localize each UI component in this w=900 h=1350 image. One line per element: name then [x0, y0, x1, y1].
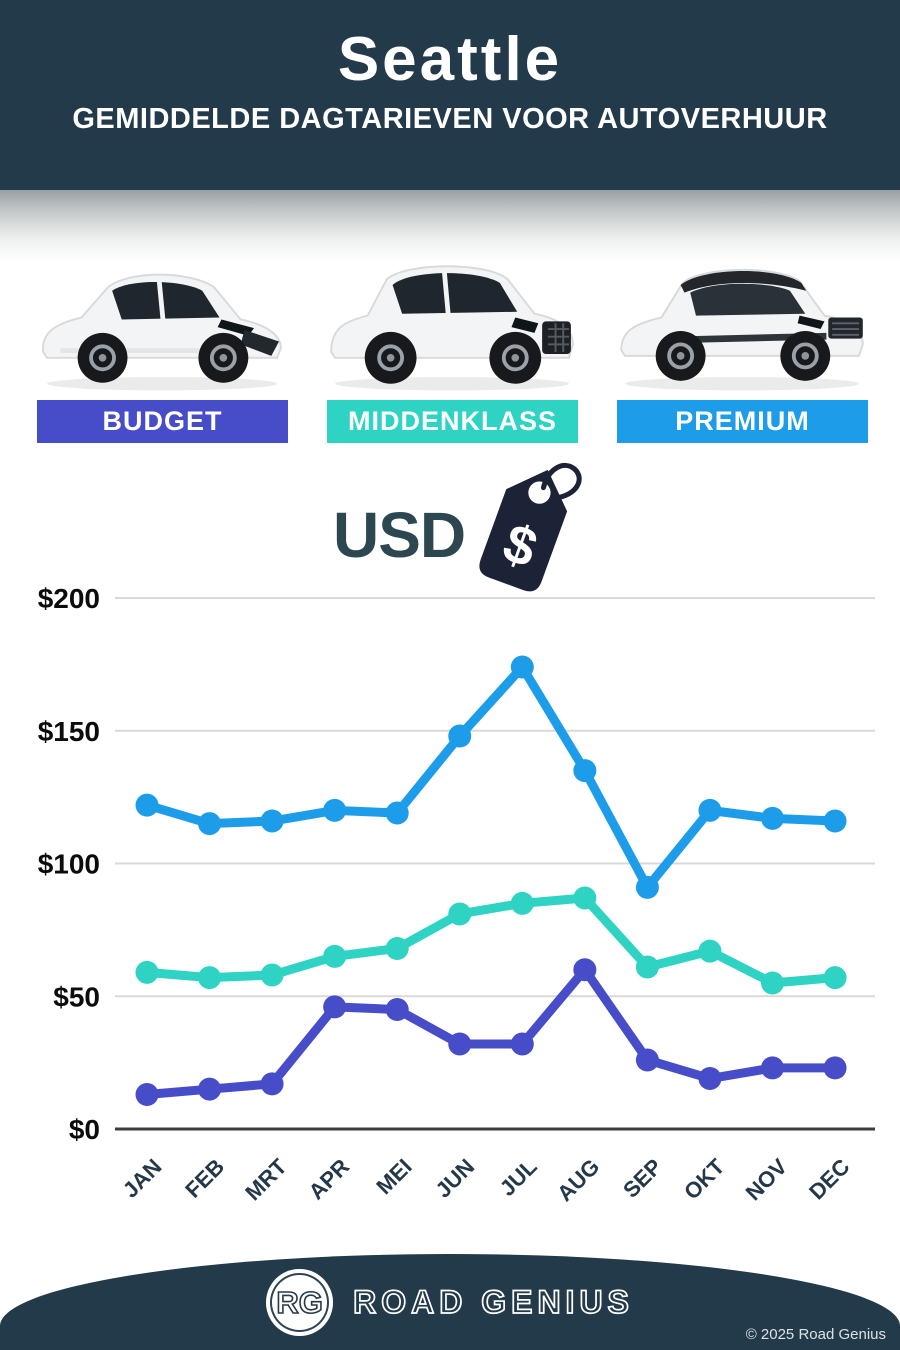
- data-point-budget: [260, 1072, 284, 1096]
- x-axis-label: MRT: [240, 1153, 292, 1205]
- x-axis-label: MEI: [371, 1154, 416, 1199]
- page-subtitle: GEMIDDELDE DAGTARIEVEN VOOR AUTOVERHUUR: [72, 103, 828, 135]
- premium-category-label: PREMIUM: [617, 400, 868, 443]
- wheel: [655, 330, 706, 381]
- rates-line-chart: $200 $150 $100 $50 $0 JAN FEB MRT APR MEI JUN JUL AU…: [38, 583, 875, 1206]
- series-line-budget: [142, 965, 840, 1099]
- rg-logo-initials: RG: [276, 1284, 324, 1321]
- middenklass-car-image: [330, 265, 574, 391]
- x-axis-label: OKT: [679, 1153, 730, 1204]
- data-point-budget: [448, 1032, 472, 1056]
- y-axis-label: $150: [38, 716, 100, 747]
- data-point-budget: [823, 1056, 847, 1080]
- data-point-premium: [573, 759, 597, 783]
- x-axis-label: SEP: [618, 1154, 667, 1203]
- middenklass-column: MIDDENKLASS: [327, 237, 578, 443]
- premium-car-image: [620, 268, 864, 391]
- data-point-budget: [323, 995, 347, 1019]
- data-point-budget: [198, 1077, 222, 1101]
- city-title: Seattle: [337, 25, 563, 94]
- x-axis-label: FEB: [180, 1154, 229, 1203]
- x-axis-label: DEC: [804, 1154, 855, 1205]
- header-shadow-gradient: [0, 190, 900, 262]
- rg-logo: RG: [266, 1269, 334, 1336]
- data-point-premium: [635, 875, 659, 899]
- y-axis-label: $100: [38, 849, 100, 880]
- data-point-middenklass: [323, 944, 347, 968]
- budget-car-image: [42, 273, 282, 391]
- data-point-premium: [135, 793, 159, 817]
- data-point-premium: [823, 809, 847, 833]
- budget-category-label: BUDGET: [37, 400, 288, 443]
- data-point-budget: [635, 1048, 659, 1072]
- footer: RG ROAD GENIUS © 2025 Road Genius: [0, 1254, 900, 1350]
- y-axis-label: $50: [53, 981, 100, 1012]
- data-point-premium: [323, 798, 347, 822]
- series-line-middenklass: [142, 893, 840, 988]
- x-axis-label: JAN: [118, 1154, 167, 1203]
- data-point-middenklass: [823, 966, 847, 990]
- data-point-budget: [510, 1032, 534, 1056]
- data-point-budget: [385, 998, 409, 1022]
- data-point-middenklass: [260, 963, 284, 987]
- data-point-middenklass: [573, 886, 597, 910]
- y-axis-label: $0: [69, 1114, 100, 1145]
- data-point-premium: [510, 655, 534, 679]
- price-tag-icon: $: [479, 462, 582, 592]
- copyright-notice: © 2025 Road Genius: [745, 1326, 886, 1343]
- header: Seattle GEMIDDELDE DAGTARIEVEN VOOR AUTO…: [0, 0, 900, 190]
- data-point-middenklass: [385, 936, 409, 960]
- wheel: [77, 332, 128, 383]
- series-line-premium: [142, 662, 840, 892]
- budget-column: BUDGET: [37, 237, 288, 443]
- data-point-premium: [260, 809, 284, 833]
- data-point-budget: [573, 958, 597, 982]
- data-point-premium: [385, 801, 409, 825]
- data-point-middenklass: [698, 939, 722, 963]
- wheel: [780, 330, 831, 381]
- data-point-budget: [135, 1082, 159, 1106]
- data-point-middenklass: [761, 971, 784, 995]
- data-point-middenklass: [510, 891, 534, 915]
- wheel: [489, 331, 542, 384]
- x-axis-label: JUN: [430, 1154, 479, 1203]
- x-axis-label: APR: [304, 1154, 355, 1205]
- data-point-budget: [761, 1056, 784, 1080]
- brand-row: RG ROAD GENIUS: [0, 1254, 900, 1336]
- middenklass-category-label: MIDDENKLASS: [327, 400, 578, 443]
- data-point-premium: [448, 724, 472, 748]
- x-axis-label: AUG: [552, 1154, 604, 1206]
- wheel: [198, 332, 249, 383]
- tag-shape: [479, 469, 568, 592]
- data-point-middenklass: [198, 966, 222, 990]
- brand-name: ROAD GENIUS: [352, 1283, 634, 1321]
- data-point-budget: [698, 1067, 722, 1091]
- data-point-middenklass: [635, 955, 659, 979]
- x-axis-label: NOV: [741, 1154, 793, 1206]
- wheel: [364, 331, 417, 384]
- data-point-middenklass: [448, 902, 472, 926]
- data-point-middenklass: [135, 960, 159, 984]
- y-axis-label: $200: [38, 583, 100, 614]
- data-point-premium: [698, 798, 722, 822]
- premium-column: PREMIUM: [617, 237, 868, 443]
- data-point-premium: [198, 812, 222, 836]
- tag-rope: [540, 462, 582, 501]
- data-point-premium: [761, 806, 784, 830]
- x-axis-label: JUL: [495, 1154, 542, 1201]
- currency-label: USD: [333, 499, 466, 571]
